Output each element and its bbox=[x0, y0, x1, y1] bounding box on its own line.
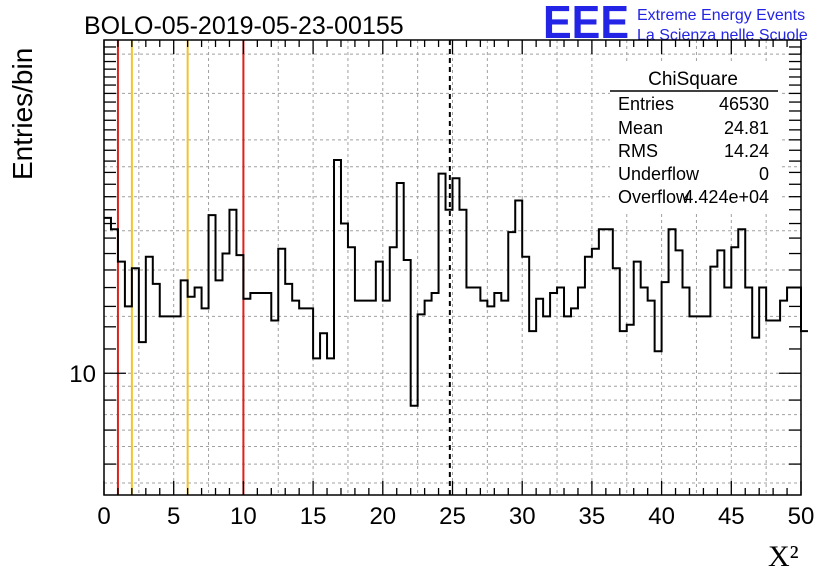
x-tick-label: 15 bbox=[300, 503, 327, 530]
x-tick-label: 10 bbox=[230, 503, 257, 530]
histogram-line bbox=[104, 158, 808, 407]
x-tick-label: 25 bbox=[439, 503, 466, 530]
stats-label-overflow: Overflow bbox=[618, 187, 690, 207]
stats-label-entries: Entries bbox=[618, 94, 674, 114]
eee-logo-line2: La Scienza nelle Scuole bbox=[637, 27, 808, 44]
stats-label-rms: RMS bbox=[618, 141, 658, 161]
stats-value-entries: 46530 bbox=[719, 94, 769, 114]
stats-label-underflow: Underflow bbox=[618, 164, 700, 184]
chart-title: BOLO-05-2019-05-23-00155 bbox=[84, 12, 404, 40]
x-tick-label: 20 bbox=[369, 503, 396, 530]
x-tick-label: 5 bbox=[167, 503, 180, 530]
stats-value-mean: 24.81 bbox=[724, 118, 769, 138]
eee-logo-mark: EEE bbox=[543, 0, 629, 48]
stats-value-underflow: 0 bbox=[759, 164, 769, 184]
stats-label-mean: Mean bbox=[618, 118, 663, 138]
x-tick-label: 35 bbox=[579, 503, 606, 530]
axes: 0 5 10 15 20 25 30 35 40 45 50 10 bbox=[69, 39, 815, 530]
x-tick-label: 40 bbox=[648, 503, 675, 530]
x-tick-label: 45 bbox=[718, 503, 745, 530]
x-tick-label: 30 bbox=[509, 503, 536, 530]
eee-logo-line1: Extreme Energy Events bbox=[637, 7, 805, 24]
histogram-series bbox=[104, 158, 808, 407]
x-tick-label: 50 bbox=[788, 503, 815, 530]
stats-value-overflow: 4.424e+04 bbox=[683, 187, 769, 207]
x-tick-label: 0 bbox=[97, 503, 110, 530]
stats-value-rms: 14.24 bbox=[724, 141, 769, 161]
y-axis-label: Entries/bin bbox=[7, 48, 38, 180]
stats-box-bg bbox=[610, 63, 780, 213]
y-tick-label: 10 bbox=[69, 361, 96, 388]
stats-box-title: ChiSquare bbox=[648, 69, 738, 90]
x-axis-label: X² bbox=[768, 540, 799, 572]
stats-box: ChiSquare Entries 46530 Mean 24.81 RMS 1… bbox=[610, 63, 780, 213]
reference-lines bbox=[116, 40, 451, 495]
